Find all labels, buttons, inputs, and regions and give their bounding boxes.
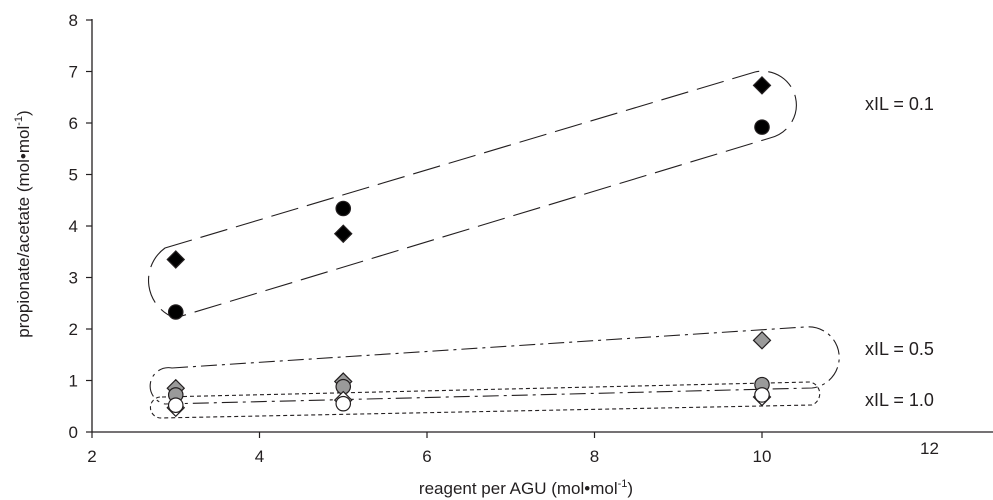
x-axis-title: reagent per AGU (mol•mol-1): [419, 478, 633, 498]
diamond-marker: [333, 224, 353, 244]
circle-marker: [754, 387, 770, 403]
x-tick-label: 6: [422, 447, 431, 466]
group-label: xIL = 0.5: [865, 339, 934, 359]
circle-marker: [167, 304, 184, 320]
y-tick-label: 1: [69, 372, 78, 391]
y-axis-title: propionate/acetate (mol•mol-1): [13, 110, 33, 337]
diamond-marker: [752, 330, 772, 350]
y-tick-label: 0: [69, 423, 78, 442]
outline-xil-0.5: [149, 326, 840, 405]
y-tick-label: 4: [69, 217, 78, 236]
y-tick-label: 7: [69, 63, 78, 82]
y-tick-label: 8: [69, 11, 78, 30]
group-outlines: [148, 70, 840, 419]
y-tick-label: 2: [69, 320, 78, 339]
x-tick-label: 10: [753, 447, 772, 466]
outline-xil-0.1: [148, 70, 797, 319]
x-tick-label: 2: [87, 447, 96, 466]
outline-xil-1.0: [149, 381, 821, 419]
circle-marker: [754, 119, 770, 135]
x-tick-label: 4: [255, 447, 264, 466]
circle-marker: [335, 395, 352, 412]
diamond-marker: [166, 250, 186, 269]
y-tick-label: 6: [69, 114, 78, 133]
circle-marker: [335, 200, 352, 217]
group-label: xIL = 0.1: [865, 94, 934, 114]
group-labels: xIL = 0.1 xIL = 0.5 xIL = 1.0: [865, 94, 934, 410]
circle-marker: [167, 397, 184, 414]
x-tick-label: 8: [590, 447, 599, 466]
x-tick-label: 12: [920, 439, 939, 458]
group-label: xIL = 1.0: [865, 390, 934, 410]
data-points: [166, 76, 772, 418]
diamond-marker: [752, 76, 772, 95]
y-tick-label: 3: [69, 269, 78, 288]
y-tick-label: 5: [69, 166, 78, 185]
